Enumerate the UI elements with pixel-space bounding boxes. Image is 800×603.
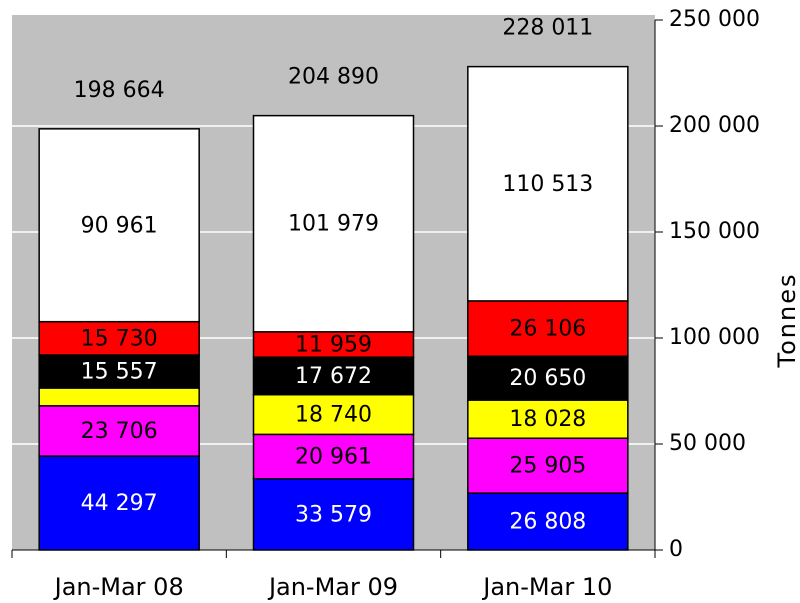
value-label: 20 650 <box>509 366 586 391</box>
value-label: 25 905 <box>509 454 586 479</box>
bar-segment <box>252 331 415 358</box>
value-label: 101 979 <box>288 212 379 237</box>
bar-segment <box>467 492 629 551</box>
value-label: 17 672 <box>295 364 372 389</box>
value-label: 33 579 <box>295 502 372 527</box>
value-label: 20 961 <box>295 445 372 470</box>
bar-segment <box>467 437 629 494</box>
value-label: 11 959 <box>295 333 372 358</box>
value-label: 15 730 <box>81 326 158 351</box>
total-label: 198 664 <box>74 78 165 103</box>
x-tick-label: Jan-Mar 08 <box>53 573 184 601</box>
bar-segment <box>252 433 415 480</box>
y-tick-label: 200 000 <box>669 113 760 138</box>
bar-segment <box>38 128 200 323</box>
value-label: 26 808 <box>509 510 586 535</box>
y-tick-label: 100 000 <box>669 325 760 350</box>
value-label: 23 706 <box>81 419 158 444</box>
bar-segment <box>38 387 200 407</box>
x-tick-label: Jan-Mar 10 <box>481 573 612 601</box>
value-label: 18 740 <box>295 403 372 428</box>
bar-segment <box>252 114 415 333</box>
bar-segment <box>38 405 200 457</box>
value-label: 110 513 <box>502 172 593 197</box>
y-axis-label: Tonnes <box>773 273 800 369</box>
total-label: 228 011 <box>502 16 593 41</box>
y-tick-label: 150 000 <box>669 219 760 244</box>
value-label: 90 961 <box>81 213 158 238</box>
total-label: 204 890 <box>288 65 379 90</box>
x-tick-label: Jan-Mar 09 <box>267 573 398 601</box>
y-tick-label: 50 000 <box>669 431 746 456</box>
bar-segment <box>467 300 629 358</box>
value-label: 26 106 <box>509 317 586 342</box>
bar-segment <box>38 354 200 389</box>
value-label: 15 557 <box>81 360 158 385</box>
y-tick-label: 250 000 <box>669 7 760 32</box>
bar-segment <box>38 320 200 356</box>
value-label: 18 028 <box>509 407 586 432</box>
value-label: 44 297 <box>81 491 158 516</box>
y-tick-label: 0 <box>669 537 683 562</box>
bar-segment <box>252 393 415 436</box>
bar-segment <box>252 478 415 551</box>
bar-segment <box>467 65 629 302</box>
